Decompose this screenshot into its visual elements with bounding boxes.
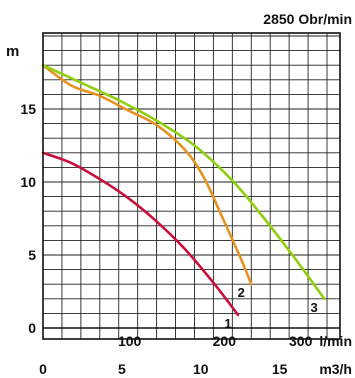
series-label-2: 2 [238,285,245,300]
series-line-3 [41,63,326,301]
y-tick-label: 15 [20,101,36,117]
series-line-2 [41,63,253,286]
x-axis-label-m3h: m3/h [319,361,352,377]
y-tick-label: 10 [20,174,36,190]
x-tick-label-lpm: 300 [289,333,313,349]
x-tick-labels-lpm: 100 200 300 [118,333,313,349]
x-tick-labels-m3h: 0 5 10 15 [39,361,288,377]
x-tick-label-m3h: 0 [39,361,47,377]
grid [43,33,340,339]
x-tick-label-lpm: 200 [213,333,237,349]
series-layer [41,63,326,317]
x-tick-label-m3h: 10 [193,361,209,377]
y-tick-label: 5 [28,247,36,263]
y-tick-labels: 0 5 10 15 [20,101,36,336]
chart-title: 2850 Obr/min [263,11,352,27]
x-axis-label-lpm: l/min [319,333,352,349]
series-line-1 [41,151,240,317]
plot-border [42,32,341,340]
series-label-3: 3 [311,300,318,315]
y-tick-label: 0 [28,320,36,336]
x-tick-label-m3h: 5 [118,361,126,377]
series-labels: 1 2 3 [224,285,317,331]
y-axis-label: m [6,43,19,60]
x-tick-label-m3h: 15 [272,361,288,377]
plot-frame [42,32,341,340]
x-tick-label-lpm: 100 [118,333,142,349]
series-label-1: 1 [224,316,231,331]
